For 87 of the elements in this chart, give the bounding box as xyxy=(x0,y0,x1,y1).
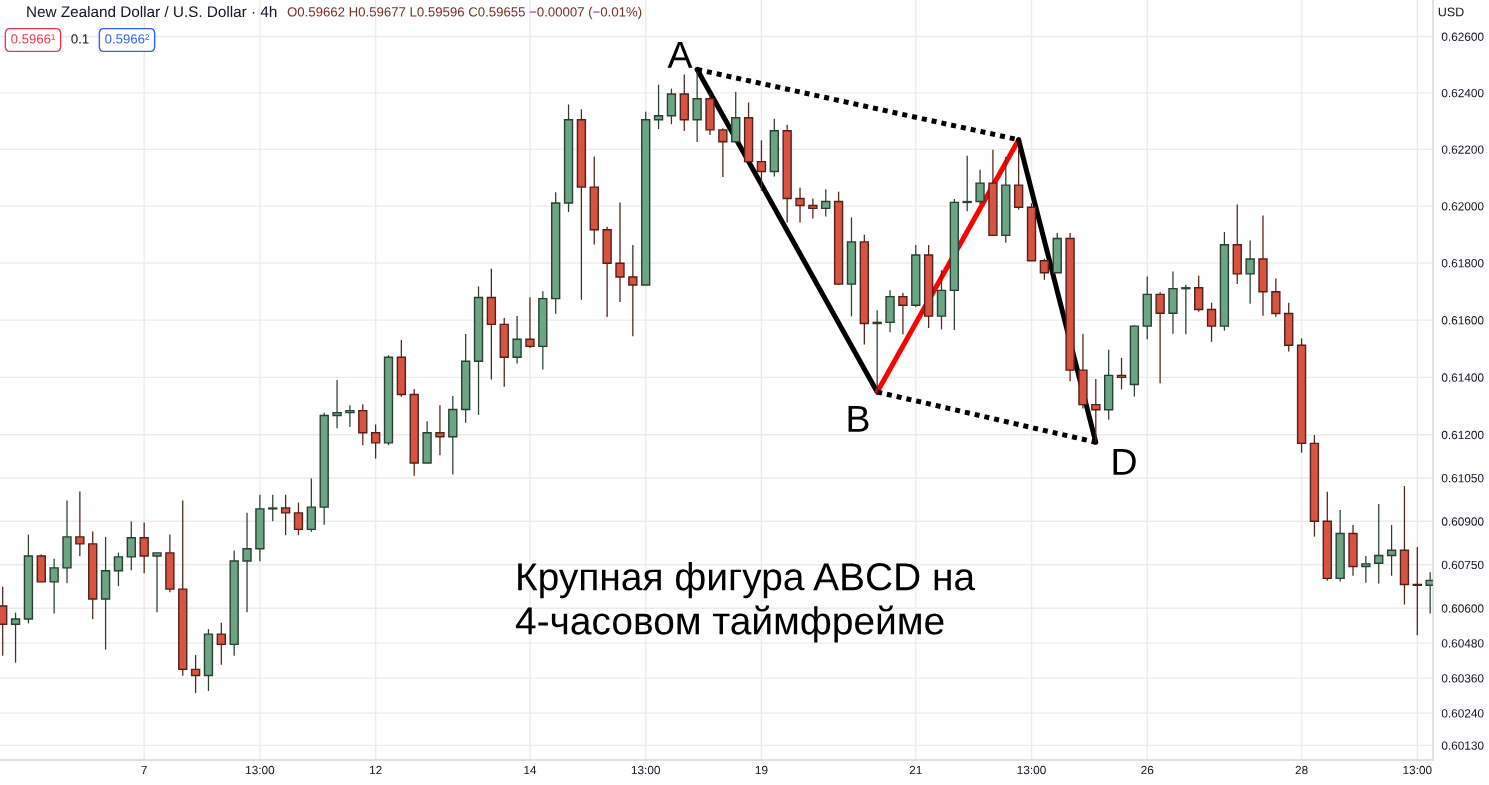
y-tick-label: 0.62600 xyxy=(1441,32,1484,41)
x-tick-label: 13:00 xyxy=(1403,765,1432,775)
x-tick-label: 26 xyxy=(1141,765,1154,775)
candlestick xyxy=(358,403,368,446)
candlestick xyxy=(692,71,702,143)
x-tick-label: 21 xyxy=(909,765,922,775)
x-tick-label: 12 xyxy=(369,765,382,775)
x-tick-label: 7 xyxy=(141,765,147,775)
x-tick-label: 19 xyxy=(755,765,768,775)
candlestick xyxy=(126,520,136,571)
candlestick xyxy=(268,494,278,522)
y-tick-label: 0.60900 xyxy=(1441,517,1484,526)
candlestick xyxy=(653,84,664,130)
y-tick-label: 0.61400 xyxy=(1441,373,1484,382)
candlestick xyxy=(1039,258,1050,281)
candlestick xyxy=(1155,291,1165,384)
annotation: 0.1 xyxy=(71,34,89,44)
y-tick-label: 0.62400 xyxy=(1441,88,1484,98)
candlestick xyxy=(628,244,638,337)
candlestick xyxy=(1245,239,1255,305)
candlestick xyxy=(152,552,162,613)
text: USD xyxy=(1438,7,1464,17)
candlestick xyxy=(666,88,677,125)
x-tick-label: 13:00 xyxy=(1017,765,1046,775)
candlestick xyxy=(332,379,342,429)
annotation: A xyxy=(667,41,693,68)
candlestick xyxy=(49,558,59,615)
candlestick xyxy=(808,197,818,220)
annotation: B xyxy=(848,405,869,432)
y-tick-label: 0.60130 xyxy=(1441,741,1484,750)
candlestick xyxy=(512,315,522,365)
x-tick-label: 13:00 xyxy=(246,765,275,775)
candlestick xyxy=(975,169,985,205)
candlestick xyxy=(898,292,908,335)
candlestick xyxy=(306,477,317,533)
y-tick-label: 0.62200 xyxy=(1441,145,1484,154)
candlestick xyxy=(821,188,831,218)
candlestick xyxy=(139,521,149,574)
candlestick xyxy=(10,611,21,664)
candlestick xyxy=(190,654,201,694)
y-tick-label: 0.61200 xyxy=(1441,430,1484,440)
candlestick xyxy=(75,490,85,557)
candlestick xyxy=(242,512,252,613)
y-tick-label: 0.60240 xyxy=(1441,709,1484,718)
candlestick xyxy=(293,501,304,536)
candlestick xyxy=(1206,302,1217,343)
annotation: 0.5966¹ xyxy=(11,34,56,44)
candlestick xyxy=(1386,524,1397,577)
candlestick xyxy=(1361,555,1371,584)
chart-subtitle: O0.59662 H0.59677 L0.59596 C0.59655 −0.00007 (−0.01%) xyxy=(287,6,642,20)
candlestick xyxy=(525,296,535,349)
candlestick xyxy=(1181,284,1191,335)
y-tick-label: 0.60360 xyxy=(1441,674,1484,683)
candlestick xyxy=(216,622,227,666)
candlestick xyxy=(1013,149,1024,211)
candlestick xyxy=(795,187,805,224)
x-tick-label: 13:00 xyxy=(631,765,661,775)
candlestick xyxy=(345,404,355,428)
x-tick-label: 14 xyxy=(524,765,537,775)
candlestick xyxy=(962,155,972,212)
candlestick xyxy=(1374,503,1384,585)
candlestick xyxy=(1412,546,1422,636)
annotation: Крупная фигура ABCD на 4-часовом таймфрейме xyxy=(515,562,976,643)
y-tick-label: 0.60480 xyxy=(1441,639,1484,648)
candlestick xyxy=(718,127,728,178)
candlestick xyxy=(280,494,291,536)
candlestick xyxy=(435,404,445,456)
y-tick-label: 0.60750 xyxy=(1441,560,1484,570)
candlestick xyxy=(113,551,124,587)
candlestick xyxy=(1091,378,1101,443)
x-tick-label: 28 xyxy=(1295,765,1308,775)
y-tick-label: 0.61800 xyxy=(1441,259,1484,268)
y-tick-label: 0.61600 xyxy=(1441,316,1484,325)
candlestick xyxy=(615,201,625,303)
y-tick-label: 0.60600 xyxy=(1441,604,1484,613)
y-tick-label: 0.62000 xyxy=(1441,202,1484,211)
candlestick xyxy=(1271,277,1281,318)
candlestick xyxy=(1194,275,1204,313)
candlestick xyxy=(0,586,8,657)
chart-title: New Zealand Dollar / U.S. Dollar · 4h xyxy=(27,5,277,18)
candlestick xyxy=(370,423,381,460)
candlestick xyxy=(756,139,767,192)
y-tick-label: 0.61050 xyxy=(1441,474,1484,483)
candlestick xyxy=(1116,357,1127,391)
candlestick xyxy=(1425,571,1433,615)
annotation: D xyxy=(1113,448,1136,475)
annotation: 0.5966² xyxy=(105,34,150,44)
